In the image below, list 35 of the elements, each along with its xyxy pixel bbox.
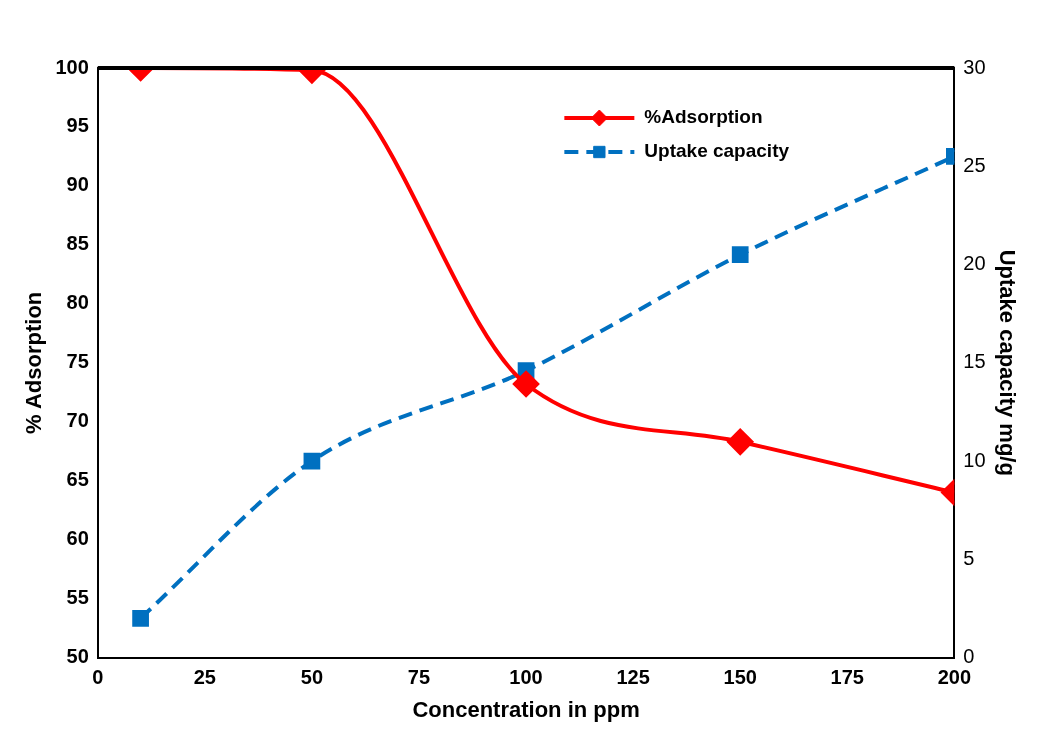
y2-tick-label: 30	[963, 55, 986, 78]
y-axis-title: % Adsorption	[21, 291, 47, 434]
point	[731, 246, 749, 264]
x-tick-label: 200	[937, 666, 972, 689]
y-tick-label: 65	[66, 468, 89, 491]
x-tick-label: 0	[92, 666, 104, 689]
point	[303, 452, 321, 470]
y2-tick-label: 25	[963, 153, 986, 176]
y-tick-label: 70	[66, 409, 89, 432]
legend-label: Uptake capacity	[644, 140, 790, 162]
y-tick-label: 90	[66, 173, 89, 196]
point	[132, 609, 149, 627]
y2-tick-label: 0	[963, 645, 975, 668]
y2-tick-label: 15	[963, 350, 986, 373]
x-tick-label: 125	[616, 666, 650, 689]
y-tick-label: 55	[66, 586, 89, 609]
x-tick-label: 100	[509, 666, 543, 689]
y2-axis-title: Uptake capacity mg/g	[994, 249, 1020, 476]
x-tick-label: 75	[407, 666, 431, 689]
legend-label: %Adsorption	[644, 106, 763, 128]
y-tick-label: 95	[66, 114, 89, 137]
y-tick-label: 80	[66, 291, 89, 314]
x-tick-label: 150	[723, 666, 757, 689]
y2-tick-label: 10	[963, 448, 986, 471]
y2-tick-label: 5	[963, 546, 975, 569]
y-tick-label: 100	[55, 55, 89, 78]
y-tick-label: 85	[66, 232, 89, 255]
y-tick-label: 50	[66, 645, 89, 668]
x-axis-title: Concentration in ppm	[412, 696, 640, 722]
y-tick-label: 60	[66, 527, 89, 550]
x-tick-label: 25	[193, 666, 216, 689]
x-tick-label: 50	[300, 666, 324, 689]
x-tick-label: 175	[830, 666, 864, 689]
y-tick-label: 75	[66, 350, 89, 373]
y2-tick-label: 20	[963, 252, 986, 275]
